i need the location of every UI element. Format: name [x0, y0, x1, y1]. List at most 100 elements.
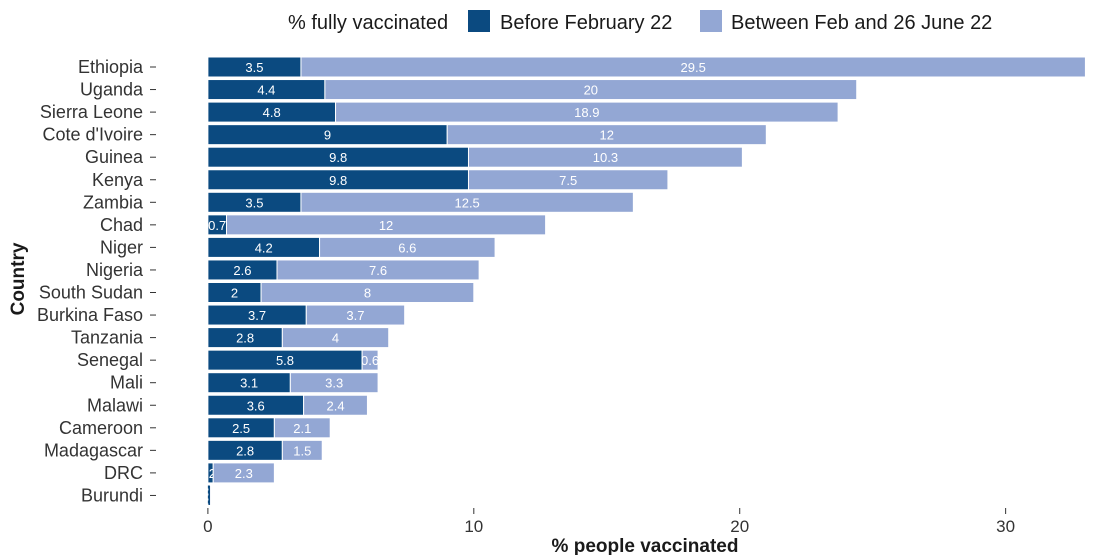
data-label-between-cote-d-ivoire: 12: [600, 128, 614, 143]
y-tick-label-zambia: Zambia: [83, 192, 144, 212]
data-label-before-malawi: 3.6: [247, 398, 265, 413]
bar-row-cote-d-ivoire: 9 12: [207, 124, 767, 146]
data-label-before-sierra-leone: 4.8: [263, 105, 281, 120]
bar-row-drc: .2 2.3: [205, 462, 275, 484]
y-tick-label-mali: Mali: [110, 373, 143, 393]
legend-entry-before: Before February 22: [500, 12, 672, 34]
y-tick-label-burkina-faso: Burkina Faso: [37, 305, 143, 325]
bar-between-south-sudan: [260, 282, 475, 303]
y-tick-label-nigeria: Nigeria: [86, 260, 144, 280]
y-tick-label-ethiopia: Ethiopia: [78, 57, 144, 77]
y-axis-title: Country: [8, 242, 29, 315]
data-label-before-ethiopia: 3.5: [245, 60, 263, 75]
bar-between-drc: [212, 462, 275, 484]
data-label-between-mali: 3.3: [325, 376, 343, 391]
bar-row-chad: 0.7 12: [207, 214, 547, 236]
data-label-before-mali: 3.1: [240, 376, 258, 391]
data-label-between-tanzania: 4: [332, 331, 339, 346]
y-tick-label-madagascar: Madagascar: [44, 440, 143, 460]
legend-entry-between: Between Feb and 26 June 22: [731, 12, 992, 34]
data-label-before-tanzania: 2.8: [236, 331, 254, 346]
x-tick-label-10: 10: [464, 517, 483, 536]
data-label-before-kenya: 9.8: [329, 173, 347, 188]
data-label-between-sierra-leone: 18.9: [574, 105, 599, 120]
y-tick-label-tanzania: Tanzania: [71, 328, 144, 348]
x-tick-label-20: 20: [730, 517, 749, 536]
y-tick-label-south-sudan: South Sudan: [39, 283, 143, 303]
bars-layer: 3.5 29.5 4.4 20 4.8 18.9 9 12 9.8 10.3 9.8 7.5 3.5 12…: [205, 56, 1086, 506]
bar-between-uganda: [324, 79, 858, 101]
bar-between-senegal: [361, 349, 379, 371]
legend: % fully vaccinated Before February 22 Be…: [288, 10, 992, 34]
y-tick-label-guinea: Guinea: [85, 147, 144, 167]
y-tick-label-senegal: Senegal: [77, 350, 143, 370]
bar-between-mali: [289, 372, 379, 394]
bar-row-zambia: 3.5 12.5: [207, 191, 634, 213]
x-axis: 0 10 20 30: [203, 508, 1015, 536]
bar-row-ethiopia: 3.5 29.5: [207, 56, 1086, 78]
data-label-between-malawi: 2.4: [326, 398, 344, 413]
y-tick-label-sierra-leone: Sierra Leone: [40, 102, 143, 122]
x-tick-label-0: 0: [203, 517, 212, 536]
y-tick-label-kenya: Kenya: [92, 170, 144, 190]
y-tick-label-niger: Niger: [100, 237, 143, 257]
data-label-before-nigeria: 2.6: [233, 263, 251, 278]
y-tick-label-chad: Chad: [100, 215, 143, 235]
data-label-before-burkina-faso: 3.7: [248, 308, 266, 323]
bar-between-burkina-faso: [305, 304, 406, 326]
data-label-between-niger: 6.6: [398, 240, 416, 255]
data-label-before-niger: 4.2: [255, 240, 273, 255]
data-label-between-south-sudan: 8: [364, 286, 371, 301]
data-label-before-senegal: 5.8: [276, 353, 294, 368]
data-label-before-zambia: 3.5: [245, 195, 263, 210]
x-axis-title: % people vaccinated: [552, 536, 739, 555]
bar-row-madagascar: 2.8 1.5: [207, 439, 323, 461]
y-tick-label-uganda: Uganda: [80, 80, 144, 100]
y-tick-label-cote-d-ivoire: Cote d'Ivoire: [43, 125, 144, 145]
legend-swatch-between: [700, 10, 722, 32]
bar-row-cameroon: 2.5 2.1: [207, 417, 331, 439]
bar-row-guinea: 9.8 10.3: [207, 146, 743, 168]
bar-between-kenya: [467, 169, 669, 191]
bar-between-sierra-leone: [335, 101, 839, 123]
data-label-between-nigeria: 7.6: [369, 263, 387, 278]
data-label-before-uganda: 4.4: [257, 83, 275, 98]
bar-between-madagascar: [281, 439, 323, 461]
bar-row-kenya: 9.8 7.5: [207, 169, 669, 191]
y-tick-label-malawi: Malawi: [87, 395, 143, 415]
data-label-between-cameroon: 2.1: [293, 421, 311, 436]
legend-title: % fully vaccinated: [288, 12, 448, 34]
bar-row-malawi: 3.6 2.4: [207, 394, 368, 416]
legend-swatch-before: [468, 10, 490, 32]
bar-between-nigeria: [276, 259, 480, 281]
bar-between-chad: [226, 214, 547, 236]
y-tick-label-cameroon: Cameroon: [59, 418, 143, 438]
bar-row-niger: 4.2 6.6: [207, 236, 496, 258]
data-label-between-drc: 2.3: [235, 466, 253, 481]
bar-between-zambia: [300, 191, 634, 213]
data-label-between-chad: 12: [379, 218, 393, 233]
bar-between-malawi: [303, 394, 368, 416]
data-label-before-cameroon: 2.5: [232, 421, 250, 436]
bar-row-nigeria: 2.6 7.6: [207, 259, 480, 281]
data-label-between-uganda: 20: [584, 83, 598, 98]
bar-between-niger: [319, 236, 496, 258]
bar-row-tanzania: 2.8 4: [207, 327, 390, 349]
data-label-between-burkina-faso: 3.7: [346, 308, 364, 323]
bar-between-guinea: [467, 146, 743, 168]
data-label-before-south-sudan: 2: [231, 286, 238, 301]
bar-between-cameroon: [273, 417, 331, 439]
data-label-between-senegal: 0.6: [361, 353, 379, 368]
bar-row-sierra-leone: 4.8 18.9: [207, 101, 839, 123]
y-tick-label-burundi: Burundi: [81, 485, 143, 505]
bar-between-cote-d-ivoire: [446, 124, 767, 146]
bar-row-senegal: 5.8 0.6: [207, 349, 379, 371]
data-label-before-madagascar: 2.8: [236, 443, 254, 458]
data-label-before-cote-d-ivoire: 9: [324, 128, 331, 143]
data-label-before-chad: 0.7: [208, 218, 226, 233]
data-label-between-madagascar: 1.5: [293, 443, 311, 458]
y-tick-label-drc: DRC: [104, 463, 143, 483]
